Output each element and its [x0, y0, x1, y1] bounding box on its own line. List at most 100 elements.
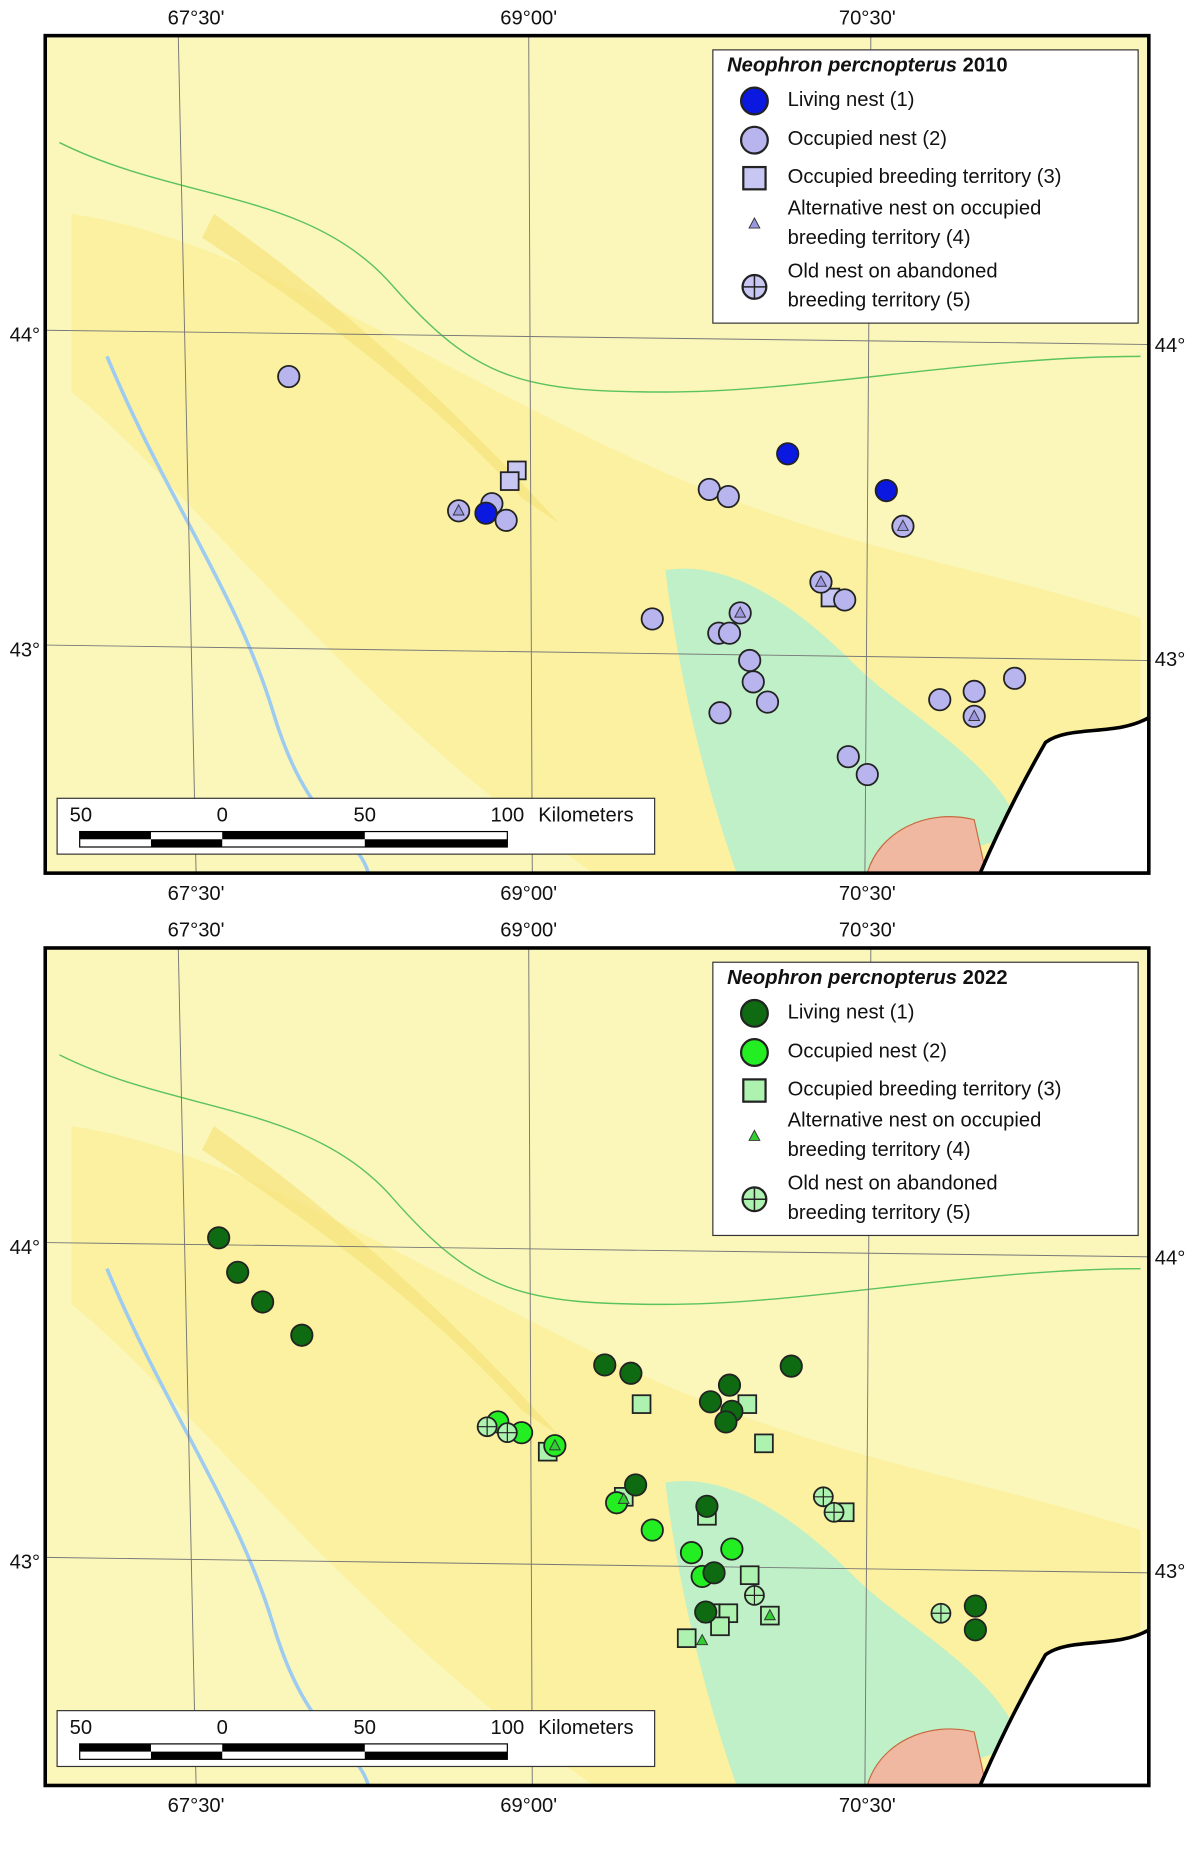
label: Occupied breeding territory: [788, 167, 1032, 189]
legend-label: breeding territory (5): [788, 1202, 971, 1224]
legend-label: Alternative nest on occupied: [788, 1110, 1042, 1132]
map-panel: 67°30' 67°30' 69°00' 69°00' 70°30' 70°30' 44° 4…: [10, 920, 1186, 1818]
border: [59, 1054, 1141, 1306]
old-nest-cross: [477, 1417, 497, 1437]
left-label: 43°: [10, 639, 41, 661]
legend-symbol: [742, 165, 767, 191]
legend-label: Living nest (1): [788, 89, 915, 111]
scale-label: 50: [70, 1717, 92, 1739]
legend-box: [712, 961, 1139, 1237]
legend-label: Living nest (1): [788, 1002, 915, 1024]
scale-label: 50: [70, 804, 92, 826]
right-label: 44°: [1155, 335, 1186, 357]
legend-symbol: [739, 86, 769, 116]
code: (3): [1037, 1079, 1062, 1101]
bottom-label: 67°30': [168, 883, 225, 905]
occupied-nest: [1003, 666, 1027, 690]
scale-segment: [79, 831, 151, 840]
legend-symbol: [742, 1078, 767, 1103]
occupied-nest: [277, 364, 301, 389]
occupied-nest: [855, 762, 879, 787]
occupied-nest: [741, 670, 765, 694]
territory: [499, 471, 520, 491]
occupied-nest: [833, 588, 857, 612]
species: Neophron percnopterus: [727, 967, 957, 989]
legend-label: breeding territory (4): [788, 227, 971, 249]
occupied-nest: [720, 1537, 744, 1561]
occupied-nest: [928, 688, 952, 712]
label: Occupied breeding territory: [788, 1079, 1032, 1101]
alt-nest: [734, 606, 747, 618]
valley-green: [665, 1481, 1022, 1786]
legend-box: [712, 49, 1139, 324]
living-nest: [717, 1373, 742, 1397]
meridian: [177, 35, 197, 874]
old-nest-cross: [744, 1585, 764, 1605]
top-label: 70°30': [839, 920, 896, 942]
alt-nest: [968, 709, 981, 721]
valley-green: [665, 568, 1022, 874]
top-label: 69°00': [500, 7, 557, 29]
label: Occupied nest: [788, 1041, 917, 1063]
scale-label: 100: [490, 804, 524, 826]
occupied-nest: [836, 745, 860, 769]
occupied-nest: [739, 125, 769, 155]
label: Living nest: [788, 1002, 885, 1024]
living-nest: [698, 1390, 723, 1414]
top-label: 67°30': [168, 7, 225, 29]
parallel: [45, 1242, 1149, 1258]
occupied-nest: [640, 607, 664, 631]
living-nest: [251, 1290, 275, 1314]
frame: [43, 946, 1151, 1788]
parallel: [45, 1556, 1149, 1574]
right-label: 43°: [1155, 649, 1186, 671]
legend-label: Occupied breeding territory (3): [788, 1079, 1062, 1101]
scale-unit: Kilometers: [538, 1717, 633, 1739]
bottom-label: 67°30': [168, 1795, 225, 1817]
left-label: 44°: [10, 325, 41, 347]
legend-label: Occupied nest (2): [788, 129, 947, 151]
parallel: [45, 329, 1149, 345]
legend-symbol: [741, 273, 768, 300]
left-label: 44°: [10, 1237, 41, 1259]
scale-label: 50: [354, 1717, 376, 1739]
alt-nest: [696, 1633, 709, 1646]
living-nest: [963, 1618, 987, 1642]
species: Neophron percnopterus: [727, 55, 957, 77]
living-nest: [207, 1226, 231, 1250]
scale-segment: [222, 831, 365, 840]
living-nest: [739, 86, 769, 116]
mountains: [866, 816, 987, 874]
legend-label: breeding territory (4): [788, 1139, 971, 1161]
alt-nest: [896, 519, 910, 531]
label: Occupied nest: [788, 129, 917, 151]
frame: [43, 33, 1151, 875]
scale-segment: [364, 1751, 508, 1760]
parallel: [45, 644, 1149, 661]
alt-nest: [548, 1438, 561, 1451]
occupied-nest: [739, 1038, 769, 1067]
legend-symbol: [741, 1186, 768, 1213]
top-label: 69°00': [500, 920, 557, 942]
ridge: [202, 1126, 559, 1436]
legend-title: Neophron percnopterus 2022: [727, 967, 1007, 989]
territory: [754, 1433, 774, 1454]
legend-label: Occupied breeding territory (3): [788, 167, 1062, 189]
meridian: [177, 947, 197, 1786]
territory: [676, 1628, 697, 1648]
living-nest: [694, 1600, 718, 1624]
occupied-nest: [679, 1541, 704, 1565]
alt-nest: [452, 503, 465, 516]
living-nest: [695, 1494, 719, 1518]
living-nest: [619, 1361, 643, 1385]
territory: [742, 165, 767, 191]
living-nest: [226, 1260, 250, 1284]
occupied-nest: [717, 621, 742, 645]
legend-symbol: [739, 998, 769, 1028]
right-label: 43°: [1155, 1561, 1186, 1583]
living-nest: [714, 1410, 738, 1434]
territory: [742, 1078, 767, 1103]
coastline: [978, 715, 1149, 874]
